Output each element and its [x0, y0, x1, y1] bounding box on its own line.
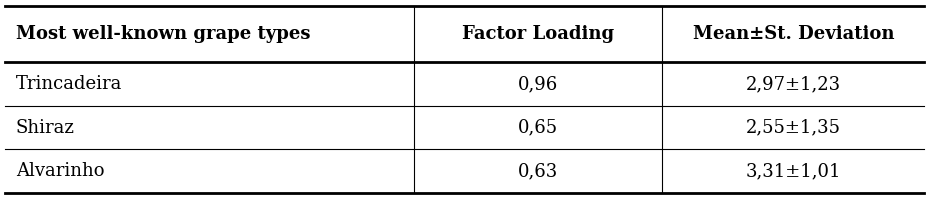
- Text: Factor Loading: Factor Loading: [461, 25, 613, 43]
- Text: 2,55±1,35: 2,55±1,35: [745, 119, 840, 137]
- Text: Mean±St. Deviation: Mean±St. Deviation: [691, 25, 893, 43]
- Text: Alvarinho: Alvarinho: [16, 162, 104, 180]
- Text: Most well-known grape types: Most well-known grape types: [16, 25, 310, 43]
- Text: Trincadeira: Trincadeira: [16, 75, 122, 93]
- Text: 0,63: 0,63: [518, 162, 558, 180]
- Text: 3,31±1,01: 3,31±1,01: [745, 162, 840, 180]
- Text: 2,97±1,23: 2,97±1,23: [745, 75, 840, 93]
- Text: 0,96: 0,96: [518, 75, 558, 93]
- Text: 0,65: 0,65: [518, 119, 558, 137]
- Text: Shiraz: Shiraz: [16, 119, 74, 137]
